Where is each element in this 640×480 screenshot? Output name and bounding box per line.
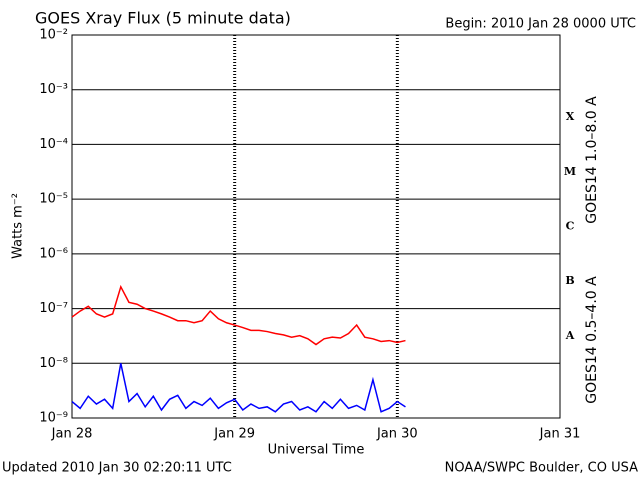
- x-axis-label: Universal Time: [268, 443, 365, 458]
- y-tick-label: 10⁻⁷: [39, 301, 68, 316]
- series-line: [71, 284, 406, 346]
- flare-class-label: X: [566, 110, 575, 123]
- flare-class-label: A: [565, 329, 575, 342]
- y-tick-label: 10⁻²: [39, 28, 68, 43]
- y-axis-label: Watts m⁻²: [11, 193, 26, 259]
- legend-entry: GOES14 1.0–8.0 A: [584, 96, 600, 224]
- y-tick-label: 10⁻⁹: [39, 411, 68, 426]
- footer-left: Updated 2010 Jan 30 02:20:11 UTC: [2, 461, 232, 476]
- series-line: [71, 363, 406, 413]
- y-tick-label: 10⁻⁸: [39, 356, 68, 371]
- flare-class-label: C: [566, 220, 575, 233]
- x-tick-label: Jan 30: [376, 427, 418, 442]
- y-tick-label: 10⁻⁴: [39, 137, 68, 152]
- flare-class-label: M: [564, 165, 576, 178]
- flare-class-label: B: [565, 274, 574, 287]
- x-tick-label: Jan 31: [539, 427, 581, 442]
- x-tick-label: Jan 29: [213, 427, 255, 442]
- y-tick-label: 10⁻⁶: [39, 246, 68, 261]
- plot-frame: [71, 34, 561, 419]
- y-tick-label: 10⁻³: [39, 82, 68, 97]
- x-tick-label: Jan 28: [51, 427, 93, 442]
- footer-right: NOAA/SWPC Boulder, CO USA: [445, 461, 638, 476]
- y-tick-label: 10⁻⁵: [39, 192, 68, 207]
- chart-subtitle: Begin: 2010 Jan 28 0000 UTC: [445, 17, 636, 32]
- chart-title: GOES Xray Flux (5 minute data): [35, 9, 291, 28]
- legend-entry: GOES14 0.5–4.0 A: [584, 276, 600, 404]
